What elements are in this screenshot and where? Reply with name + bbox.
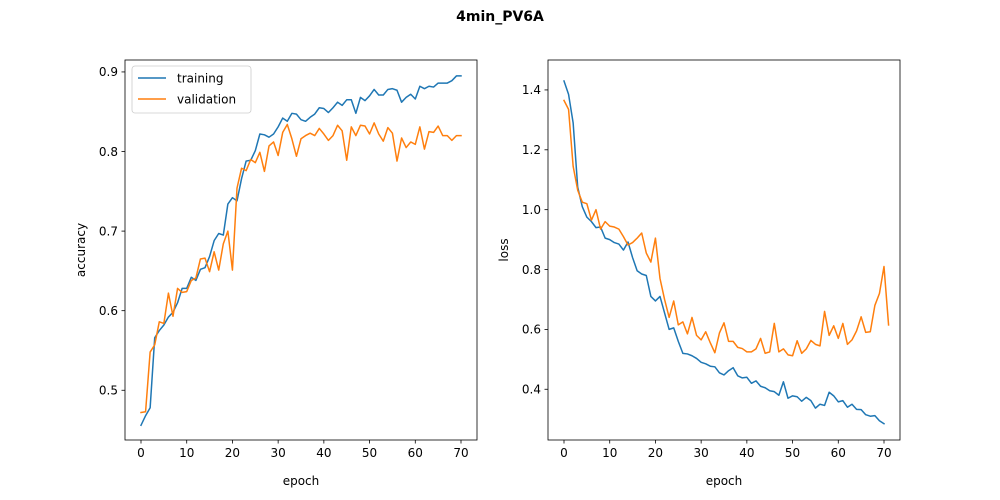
x-tick-label: 20: [225, 446, 240, 460]
x-tick-label: 0: [560, 446, 568, 460]
y-tick-label: 1.2: [522, 143, 541, 157]
y-axis-label: accuracy: [74, 223, 88, 277]
loss-plot: 0 10 20 30 40 50 60 70 0.4 0.6 0.8 1.0 1.2 1.4 epoch lo…: [497, 59, 901, 488]
y-tick-label: 0.8: [99, 145, 118, 159]
x-tick-label: 50: [785, 446, 800, 460]
x-axis-label: epoch: [283, 474, 320, 488]
x-tick-label: 70: [876, 446, 891, 460]
legend-label-validation: validation: [177, 92, 236, 106]
x-tick-label: 60: [831, 446, 846, 460]
y-tick-label: 0.4: [522, 383, 541, 397]
y-tick-label: 0.6: [99, 304, 118, 318]
series-line-validation: [140, 122, 462, 414]
y-tick-label: 0.8: [522, 263, 541, 277]
legend-label-training: training: [177, 71, 224, 85]
y-tick-label: 1.0: [522, 203, 541, 217]
x-tick-label: 10: [179, 446, 194, 460]
y-tick-label: 0.9: [99, 65, 118, 79]
x-tick-label: 0: [137, 446, 145, 460]
y-tick-label: 1.4: [522, 83, 541, 97]
x-tick-label: 40: [739, 446, 754, 460]
plot-frame: [547, 59, 901, 441]
x-tick-label: 10: [602, 446, 617, 460]
x-axis-label: epoch: [706, 474, 743, 488]
x-tick-label: 60: [408, 446, 423, 460]
figure-title: 4min_PV6A: [456, 9, 544, 25]
series-line-validation: [562, 99, 890, 357]
x-tick-label: 70: [453, 446, 468, 460]
y-tick-label: 0.7: [99, 224, 118, 238]
x-tick-label: 50: [362, 446, 377, 460]
accuracy-plot: 0 10 20 30 40 50 60 70 0.5 0.6 0.7 0.8 0.9 epoch accur…: [74, 59, 478, 488]
plot-frame: [124, 59, 478, 441]
y-tick-label: 0.5: [99, 384, 118, 398]
x-tick-label: 30: [694, 446, 709, 460]
series-line-training: [563, 79, 886, 425]
x-tick-label: 20: [648, 446, 663, 460]
x-tick-label: 40: [316, 446, 331, 460]
y-axis-label: loss: [497, 238, 511, 261]
y-tick-label: 0.6: [522, 323, 541, 337]
x-tick-label: 30: [271, 446, 286, 460]
series-line-training: [139, 75, 462, 427]
legend: training validation: [131, 65, 252, 114]
